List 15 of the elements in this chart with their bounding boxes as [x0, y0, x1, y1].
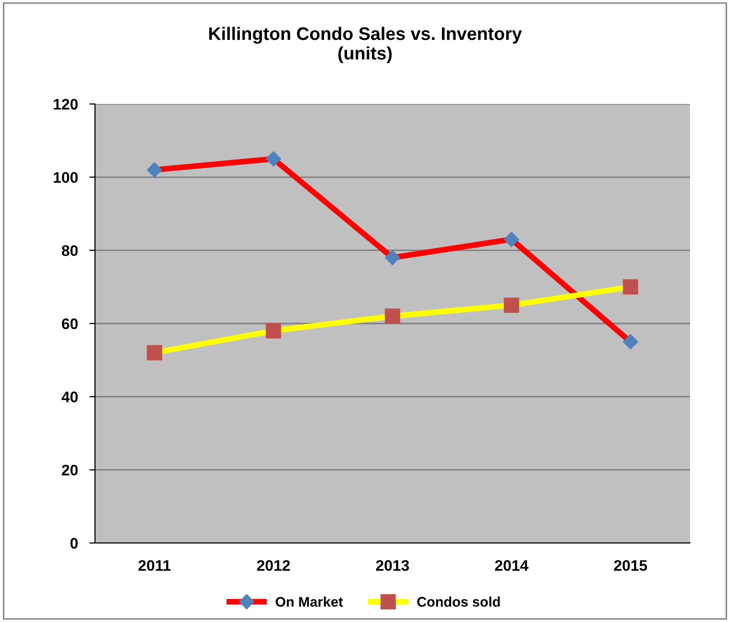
x-tick-label: 2011 [138, 560, 171, 571]
legend-label: On Market [276, 596, 343, 607]
legend-label: Condos sold [417, 596, 500, 607]
x-tick-label: 2014 [495, 560, 528, 571]
x-tick-label: 2012 [257, 560, 290, 571]
x-tick-label: 2015 [614, 560, 648, 571]
y-tick-label: 120 [54, 98, 78, 110]
y-tick-label: 100 [54, 172, 78, 183]
chart-title: Killington Condo Sales vs. Inventory (units) [209, 26, 522, 64]
y-tick-label: 60 [62, 318, 78, 330]
y-tick-label: 40 [62, 392, 78, 402]
y-tick-label: 0 [70, 538, 78, 549]
x-tick-label: 2013 [376, 560, 409, 571]
y-tick-label: 20 [62, 464, 78, 476]
y-tick-label: 80 [62, 245, 78, 256]
